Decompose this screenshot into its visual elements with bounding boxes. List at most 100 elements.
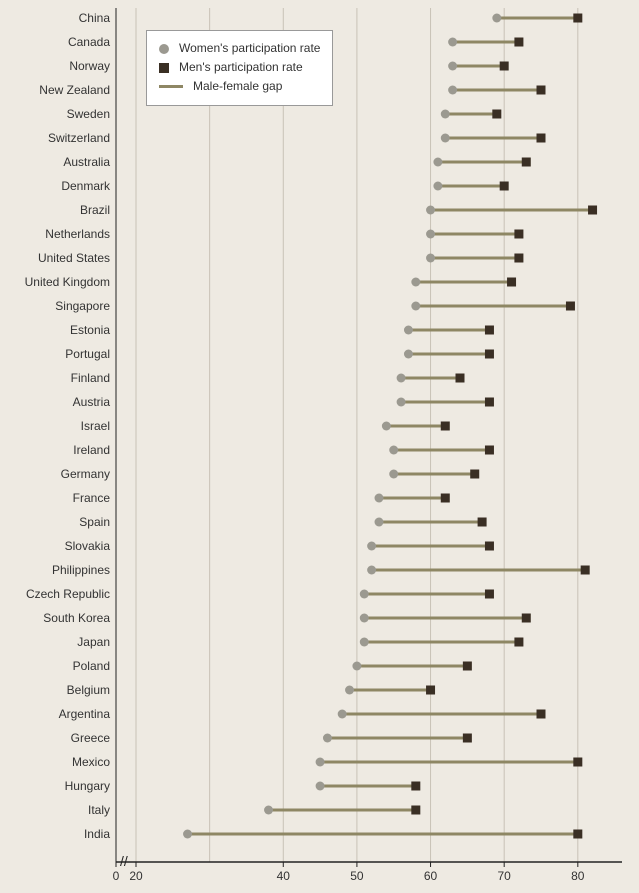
country-label: Mexico	[72, 755, 110, 769]
women-marker	[382, 422, 391, 431]
country-label: Japan	[77, 635, 110, 649]
x-tick-label: 50	[350, 869, 364, 883]
women-marker	[375, 494, 384, 503]
legend-label: Male-female gap	[193, 77, 282, 96]
country-label: United Kingdom	[25, 275, 110, 289]
women-marker	[389, 446, 398, 455]
men-marker	[522, 158, 531, 167]
men-marker	[492, 110, 501, 119]
women-marker	[441, 134, 450, 143]
country-label: Sweden	[67, 107, 110, 121]
men-marker	[485, 326, 494, 335]
women-marker	[352, 662, 361, 671]
women-marker	[426, 254, 435, 263]
women-marker	[360, 590, 369, 599]
women-marker	[492, 14, 501, 23]
country-label: Denmark	[61, 179, 111, 193]
country-label: Norway	[69, 59, 110, 73]
country-label: India	[84, 827, 110, 841]
men-marker	[485, 350, 494, 359]
country-label: Canada	[68, 35, 110, 49]
women-marker	[411, 302, 420, 311]
women-marker	[404, 326, 413, 335]
country-label: Hungary	[65, 779, 110, 793]
men-marker	[573, 758, 582, 767]
x-tick-label: 20	[129, 869, 143, 883]
women-marker	[426, 206, 435, 215]
country-label: Philippines	[52, 563, 110, 577]
women-marker	[448, 62, 457, 71]
women-marker	[448, 86, 457, 95]
men-marker	[463, 662, 472, 671]
participation-chart: ChinaCanadaNorwayNew ZealandSwedenSwitze…	[0, 0, 639, 893]
women-marker	[338, 710, 347, 719]
men-marker	[537, 134, 546, 143]
x-tick-label: 0	[113, 869, 120, 883]
x-tick-label: 40	[277, 869, 291, 883]
women-marker	[426, 230, 435, 239]
chart-container: ChinaCanadaNorwayNew ZealandSwedenSwitze…	[0, 0, 639, 893]
women-marker	[360, 614, 369, 623]
men-marker	[411, 782, 420, 791]
men-marker	[485, 446, 494, 455]
women-marker	[441, 110, 450, 119]
country-label: France	[73, 491, 111, 505]
men-marker	[581, 566, 590, 575]
country-label: South Korea	[43, 611, 110, 625]
country-label: Slovakia	[65, 539, 111, 553]
country-label: Spain	[79, 515, 110, 529]
men-marker	[463, 734, 472, 743]
country-label: Austria	[73, 395, 111, 409]
country-label: Ireland	[73, 443, 110, 457]
legend: Women's participation rateMen's particip…	[146, 30, 333, 106]
men-marker	[441, 494, 450, 503]
men-marker	[485, 590, 494, 599]
country-label: China	[79, 11, 111, 25]
men-marker	[573, 830, 582, 839]
legend-item: Women's participation rate	[159, 39, 320, 58]
legend-item: Male-female gap	[159, 77, 320, 96]
women-marker	[389, 470, 398, 479]
country-label: Germany	[61, 467, 110, 481]
country-label: Greece	[71, 731, 111, 745]
legend-line-icon	[159, 85, 183, 88]
men-marker	[514, 254, 523, 263]
women-marker	[367, 542, 376, 551]
legend-label: Men's participation rate	[179, 58, 303, 77]
men-marker	[537, 86, 546, 95]
legend-circle-icon	[159, 44, 169, 54]
axis-break: //	[120, 853, 128, 869]
men-marker	[441, 422, 450, 431]
country-label: Argentina	[59, 707, 111, 721]
men-marker	[588, 206, 597, 215]
women-marker	[433, 158, 442, 167]
men-marker	[566, 302, 575, 311]
women-marker	[448, 38, 457, 47]
x-tick-label: 70	[498, 869, 512, 883]
men-marker	[470, 470, 479, 479]
country-label: Israel	[81, 419, 110, 433]
women-marker	[404, 350, 413, 359]
men-marker	[522, 614, 531, 623]
men-marker	[507, 278, 516, 287]
men-marker	[485, 542, 494, 551]
women-marker	[360, 638, 369, 647]
country-label: United States	[38, 251, 110, 265]
women-marker	[323, 734, 332, 743]
women-marker	[433, 182, 442, 191]
women-marker	[183, 830, 192, 839]
men-marker	[514, 638, 523, 647]
women-marker	[345, 686, 354, 695]
country-label: Czech Republic	[26, 587, 110, 601]
country-label: Poland	[73, 659, 110, 673]
women-marker	[367, 566, 376, 575]
men-marker	[514, 38, 523, 47]
legend-label: Women's participation rate	[179, 39, 320, 58]
country-label: Estonia	[70, 323, 110, 337]
men-marker	[573, 14, 582, 23]
country-label: Brazil	[80, 203, 110, 217]
country-label: Australia	[63, 155, 110, 169]
men-marker	[426, 686, 435, 695]
men-marker	[411, 806, 420, 815]
women-marker	[397, 398, 406, 407]
